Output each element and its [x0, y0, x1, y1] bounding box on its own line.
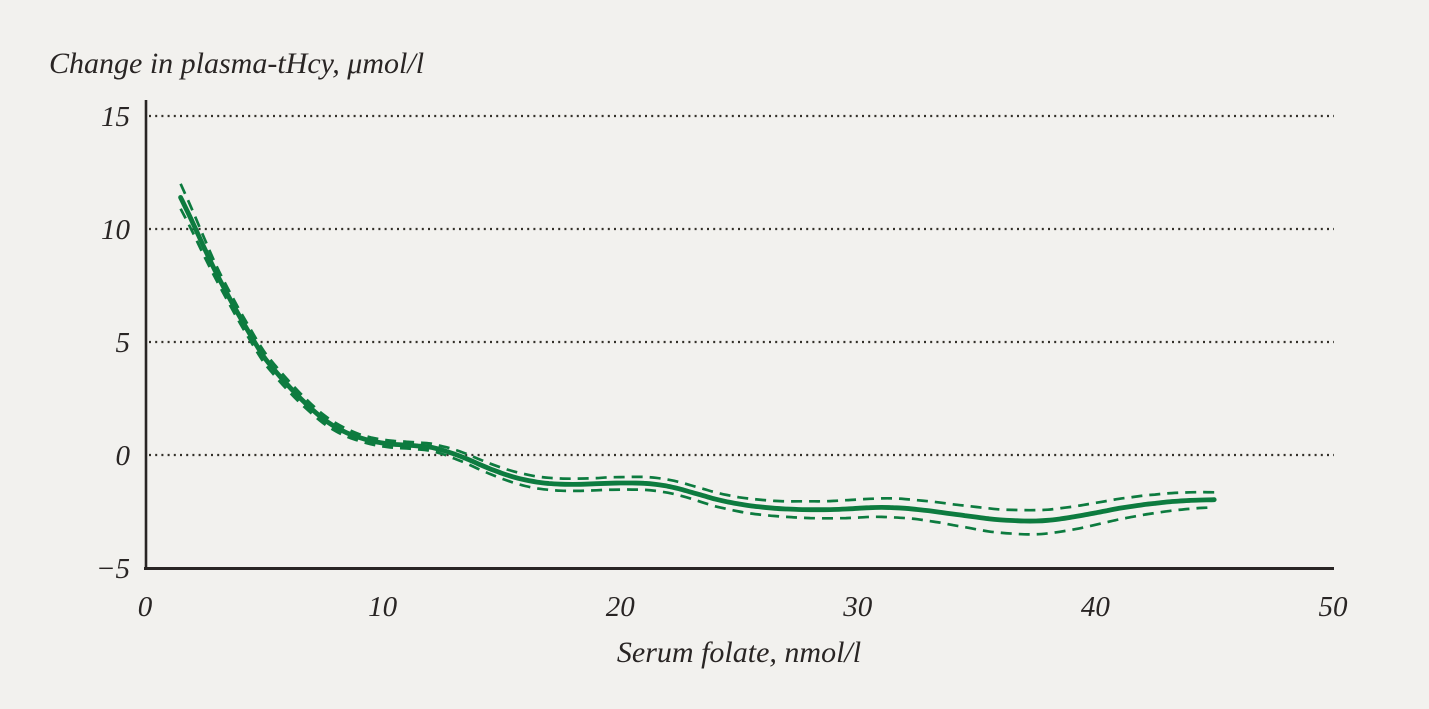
y-tick-label-0: 0	[116, 440, 131, 472]
y-tick-label-15: 15	[101, 101, 130, 133]
y-tick-label--5: −5	[96, 553, 130, 585]
x-tick-labels: 0 10 20 30 40 50	[138, 591, 1348, 623]
gridlines-group	[149, 114, 1334, 457]
ci-lower-line	[179, 208, 1215, 536]
x-tick-label-50: 50	[1319, 591, 1349, 623]
x-tick-label-30: 30	[842, 591, 873, 623]
y-tick-labels: 15 10 5 0 −5	[96, 101, 131, 585]
x-axis-label: Serum folate, nmol/l	[617, 636, 861, 669]
ci-upper-line	[179, 183, 1215, 512]
mean-line	[178, 195, 1217, 524]
y-tick-label-10: 10	[101, 214, 131, 246]
x-tick-label-40: 40	[1081, 591, 1111, 623]
chart-title: Change in plasma-tHcy, μmol/l	[49, 47, 424, 80]
x-tick-label-20: 20	[606, 591, 636, 623]
x-tick-label-0: 0	[138, 591, 153, 623]
x-tick-label-10: 10	[368, 591, 398, 623]
curves-group	[178, 183, 1217, 536]
y-tick-label-5: 5	[116, 327, 131, 359]
